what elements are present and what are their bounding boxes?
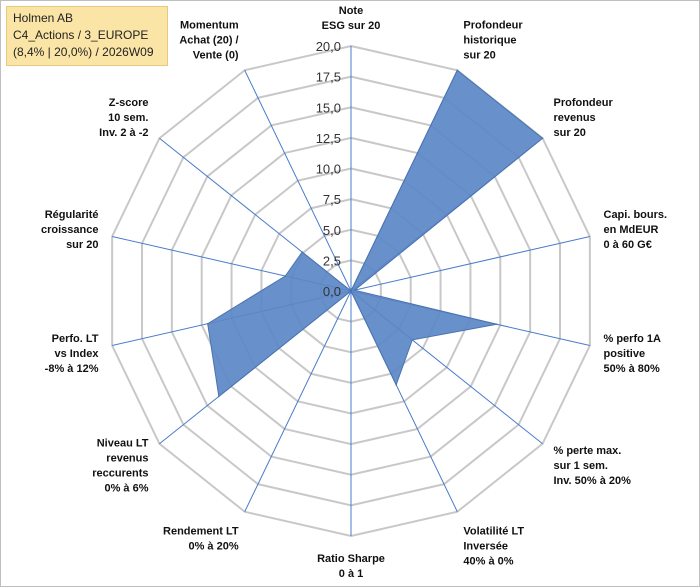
axis-spoke-8 — [244, 290, 352, 512]
axis-label-0-line-0: Note — [339, 5, 363, 17]
axis-label-4: % perfo 1A positive 50% à 80% — [604, 333, 662, 375]
axis-label-4-line-2: 50% à 80% — [604, 363, 660, 375]
axis-label-11-line-2: sur 20 — [66, 239, 98, 251]
axis-label-5-line-1: sur 1 sem. — [553, 460, 607, 472]
axis-label-3-line-1: en MdEUR — [604, 224, 659, 236]
axis-label-1-line-0: Profondeur — [463, 20, 523, 32]
chart-title: Holmen AB — [13, 11, 74, 25]
tick-label-5: 12,5 — [316, 131, 341, 146]
axis-label-4-line-1: positive — [604, 348, 646, 360]
axis-label-10-line-0: Perfo. LT — [52, 333, 99, 345]
tick-label-7: 17,5 — [316, 70, 341, 85]
axis-label-6-line-0: Volatilité LT — [463, 525, 524, 537]
chart-subtitle-stats: (8,4% | 20,0%) / 2026W09 — [13, 45, 154, 59]
axis-label-9: Niveau LT revenus reccurents 0% à 6% — [92, 437, 149, 494]
axis-label-8: Rendement LT 0% à 20% — [163, 525, 239, 552]
tick-label-3: 7,5 — [323, 192, 341, 207]
data-point-10 — [206, 322, 209, 325]
data-point-6 — [395, 384, 397, 386]
axis-label-2-line-2: sur 20 — [553, 127, 585, 139]
data-point-3 — [353, 289, 356, 291]
axis-label-9-line-3: 0% à 6% — [104, 482, 148, 494]
tick-label-2: 5,0 — [323, 223, 341, 238]
axis-label-6: Volatilité LT Inversée 40% à 0% — [463, 525, 524, 567]
axis-label-9-line-1: revenus — [106, 452, 148, 464]
axis-label-10-line-1: vs Index — [54, 348, 99, 360]
axis-label-2: Profondeur revenus sur 20 — [553, 97, 613, 139]
axis-label-3-line-2: 0 à 60 G€ — [604, 239, 652, 251]
axis-label-1: Profondeur historique sur 20 — [463, 20, 523, 62]
axis-label-10: Perfo. LT vs Index -8% à 12% — [45, 333, 100, 375]
axis-label-5: % perte max. sur 1 sem. Inv. 50% à 20% — [553, 445, 631, 487]
tick-label-6: 15,0 — [316, 100, 341, 115]
axis-label-12: Z-score 10 sem. Inv. 2 à -2 — [99, 97, 148, 139]
axis-label-0-line-1: ESG sur 20 — [322, 20, 381, 32]
axis-label-13-line-1: Achat (20) / — [179, 35, 238, 47]
axis-label-13-line-0: Momentum — [180, 20, 239, 32]
tick-label-4: 10,0 — [316, 162, 341, 177]
tick-label-8: 20,0 — [316, 39, 341, 54]
axis-label-0: Note ESG sur 20 — [322, 5, 381, 32]
data-point-13 — [350, 290, 352, 292]
data-point-4 — [495, 323, 498, 326]
axis-label-11-line-0: Régularité — [45, 209, 99, 221]
tick-label-0: 0,0 — [323, 284, 341, 299]
axis-label-6-line-1: Inversée — [463, 540, 508, 552]
axis-label-9-line-0: Niveau LT — [97, 437, 149, 449]
axis-label-5-line-0: % perte max. — [553, 445, 621, 457]
data-point-5 — [411, 339, 414, 341]
data-point-9 — [218, 395, 220, 398]
axis-label-7-line-1: 0 à 1 — [339, 568, 363, 580]
axis-spoke-13 — [244, 70, 352, 292]
data-point-12 — [301, 251, 303, 253]
axis-label-7: Ratio Sharpe 0 à 1 — [317, 553, 385, 580]
axis-spoke-3 — [350, 235, 590, 292]
axis-label-13-line-2: Vente (0) — [193, 50, 239, 62]
axis-label-11-line-1: croissance — [41, 224, 98, 236]
axis-label-12-line-1: 10 sem. — [108, 112, 148, 124]
axis-label-5-line-2: Inv. 50% à 20% — [553, 475, 631, 487]
axis-label-9-line-2: reccurents — [92, 467, 148, 479]
data-point-2 — [541, 137, 544, 140]
axis-label-3: Capi. bours. en MdEUR 0 à 60 G€ — [604, 209, 668, 251]
axis-label-2-line-0: Profondeur — [553, 97, 613, 109]
axis-label-6-line-2: 40% à 0% — [463, 555, 513, 567]
chart-subtitle-category: C4_Actions / 3_EUROPE — [13, 28, 149, 42]
axis-label-10-line-2: -8% à 12% — [45, 363, 99, 375]
axis-label-3-line-0: Capi. bours. — [604, 209, 668, 221]
data-point-11 — [284, 275, 287, 277]
axis-label-2-line-1: revenus — [553, 112, 595, 124]
data-point-1 — [456, 69, 459, 72]
axis-label-4-line-0: % perfo 1A — [604, 333, 662, 345]
axis-label-1-line-2: sur 20 — [463, 50, 495, 62]
chart-title-box: Holmen AB C4_Actions / 3_EUROPE (8,4% | … — [6, 6, 168, 66]
axis-label-12-line-2: Inv. 2 à -2 — [99, 127, 148, 139]
tick-label-1: 2,5 — [323, 253, 341, 268]
axis-label-13: Momentum Achat (20) / Vente (0) — [179, 20, 239, 62]
axis-label-8-line-0: Rendement LT — [163, 525, 239, 537]
axis-label-11: Régularité croissance sur 20 — [41, 209, 98, 251]
axis-label-1-line-1: historique — [463, 35, 516, 47]
axis-label-7-line-0: Ratio Sharpe — [317, 553, 385, 565]
axis-label-12-line-0: Z-score — [109, 97, 149, 109]
axis-label-8-line-1: 0% à 20% — [188, 540, 238, 552]
